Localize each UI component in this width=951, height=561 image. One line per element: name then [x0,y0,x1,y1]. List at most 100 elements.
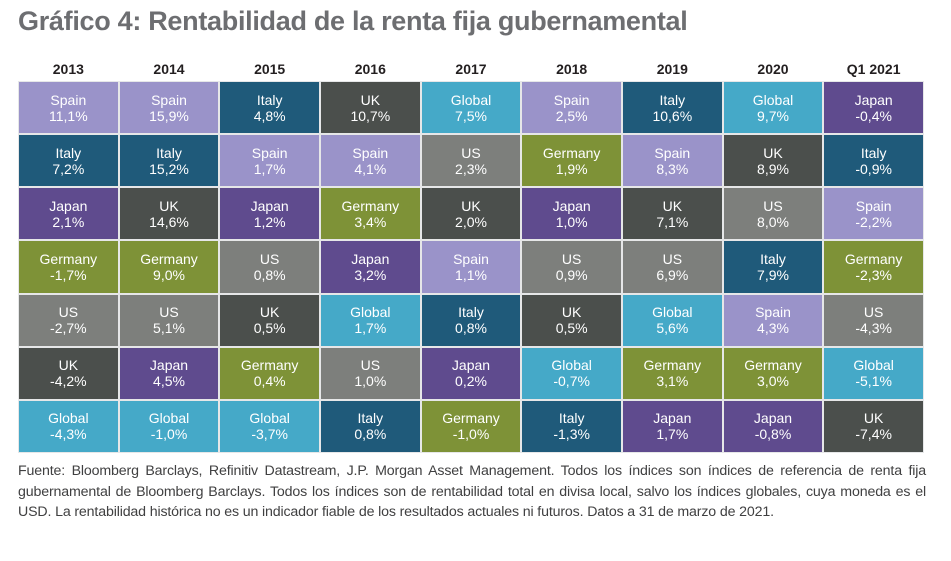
market-label: UK [259,304,280,321]
market-label: Italy [357,410,384,427]
return-cell: Global -0,7% [522,347,621,399]
return-cell: UK 7,1% [622,188,722,240]
market-label: Germany [844,250,903,267]
market-label: Japan [351,250,390,267]
market-label: Global [853,357,894,374]
return-cell: Italy 7,9% [723,241,823,293]
market-label: Italy [860,144,887,161]
return-cell: Italy 0,8% [320,400,420,452]
market-label: Germany [39,250,98,267]
return-cell: Spain 8,3% [622,135,722,187]
market-label: Global [148,410,190,427]
return-cell: Spain 15,9% [119,82,219,134]
market-label: Spain [755,304,791,321]
market-label: Spain [251,144,288,161]
return-value: 7,2% [52,160,85,177]
return-cell: US 6,9% [622,241,722,293]
return-cell: UK 10,7% [320,82,420,134]
return-cell: Germany -1,0% [421,400,521,452]
return-value: -2,7% [50,320,87,337]
return-value: 7,9% [757,266,789,283]
return-cell: Germany 3,0% [723,347,823,399]
return-cell: UK 0,5% [522,294,621,346]
return-cell: Spain 1,7% [220,135,319,187]
return-cell: Italy -0,9% [824,135,923,187]
market-label: US [763,197,783,214]
market-label: Spain [855,197,892,214]
column-header: Q1 2021 [846,61,901,77]
return-value: 3,2% [354,266,387,283]
return-value: 1,0% [354,373,387,390]
market-label: US [58,304,79,321]
market-label: Japan [451,357,491,374]
market-label: Japan [753,410,793,427]
return-value: 4,1% [354,160,387,177]
market-label: Italy [659,91,686,108]
market-label: Global [249,410,290,427]
market-label: Spain [453,250,489,267]
return-value: 1,2% [253,213,286,230]
return-cell: US 1,0% [320,347,420,399]
market-label: US [662,250,683,267]
return-value: 3,4% [354,213,387,230]
return-cell: US 0,8% [220,241,319,293]
return-value: 1,9% [555,160,588,177]
return-value: 4,3% [757,320,789,337]
return-cell: Global -3,7% [220,400,319,452]
return-cell: UK -4,2% [19,347,118,399]
return-cell: Global -1,0% [119,400,219,452]
return-cell: Japan -0,4% [824,82,923,134]
column-header: 2014 [153,61,185,77]
return-value: 10,6% [652,107,693,124]
return-cell: Japan 4,5% [119,347,219,399]
return-cell: Spain 2,5% [522,82,621,134]
return-cell: Spain 4,3% [723,294,823,346]
return-value: 8,9% [757,160,789,177]
return-value: -1,3% [553,426,590,443]
return-value: -7,4% [855,426,892,443]
return-cell: Japan 1,7% [622,400,722,452]
return-cell: US 5,1% [119,294,219,346]
return-cell: Germany 3,1% [622,347,722,399]
market-label: Germany [341,197,400,214]
return-value: 7,5% [455,107,487,124]
return-value: 14,6% [149,213,189,230]
return-value: 0,8% [354,426,387,443]
return-cell: UK 8,9% [723,135,823,187]
return-cell: Germany -2,3% [824,241,923,293]
chart-title: Gráfico 4: Rentabilidad de la renta fija… [18,6,688,36]
return-value: -2,2% [855,213,892,230]
return-value: 1,7% [354,320,387,337]
market-label: US [461,144,481,161]
return-cell: UK -7,4% [824,400,923,452]
market-label: Italy [55,144,82,161]
market-label: Italy [558,410,585,427]
market-label: UK [863,410,884,427]
market-label: Italy [156,144,182,161]
return-cell: Germany 0,4% [220,347,319,399]
return-cell: US -2,7% [19,294,118,346]
return-value: 1,7% [253,160,286,177]
return-value: 0,5% [253,320,286,337]
market-label: Japan [149,357,189,374]
market-label: US [159,304,179,321]
market-label: UK [561,304,582,321]
market-label: UK [58,357,79,374]
return-cell: US 2,3% [421,135,521,187]
return-cell: Italy 0,8% [421,294,521,346]
market-label: Spain [352,144,389,161]
return-cell: Germany -1,7% [19,241,118,293]
market-label: Germany [744,357,802,374]
return-cell: Italy 10,6% [622,82,722,134]
return-value: 0,4% [253,373,286,390]
return-value: -4,2% [50,373,87,390]
market-label: Spain [151,91,187,108]
return-value: -4,3% [50,426,87,443]
return-value: 1,1% [455,266,487,283]
column-header: 2020 [757,61,789,77]
column-headers: 2013 2014 2015 2016 2017 2018 2019 2020 Q1 2021 [18,58,924,80]
return-value: 0,2% [455,373,487,390]
return-value: 3,1% [656,373,689,390]
return-cell: Germany 3,4% [320,188,420,240]
return-cell: Global -5,1% [824,347,923,399]
